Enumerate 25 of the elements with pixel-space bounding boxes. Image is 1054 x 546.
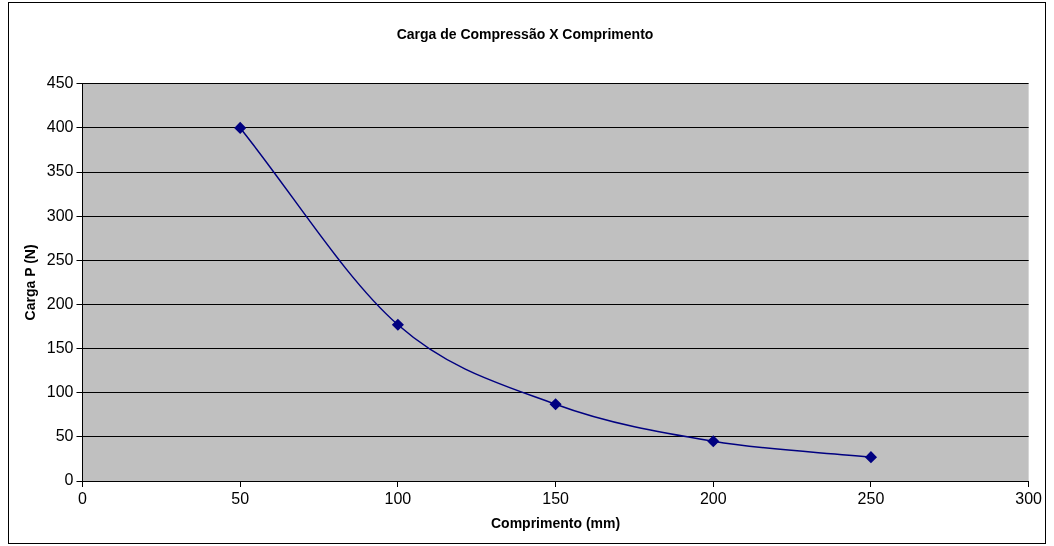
x-tick-label: 100 xyxy=(384,490,412,508)
y-axis-title: Carga P (N) xyxy=(22,244,39,321)
x-tick-label: 50 xyxy=(231,490,250,508)
x-tick-label: 200 xyxy=(699,490,727,508)
y-tick-label: 100 xyxy=(46,383,74,401)
y-tick-label: 150 xyxy=(46,339,74,357)
x-tick-label: 0 xyxy=(78,490,88,508)
x-tick-label: 250 xyxy=(857,490,885,508)
y-tick-label: 450 xyxy=(46,74,74,92)
chart-title: Carga de Compressão X Comprimento xyxy=(396,26,654,43)
y-tick-label: 0 xyxy=(64,471,74,489)
x-tick-label: 300 xyxy=(1015,490,1043,508)
x-axis-title: Comprimento (mm) xyxy=(491,515,621,532)
point xyxy=(707,435,720,448)
point xyxy=(865,451,877,463)
y-tick-label: 300 xyxy=(46,206,74,224)
point xyxy=(392,319,404,331)
y-tick-label: 250 xyxy=(46,250,74,268)
y-tick-label: 50 xyxy=(55,427,74,445)
point xyxy=(549,398,562,410)
y-tick-label: 350 xyxy=(46,162,74,180)
y-tick-label: 400 xyxy=(46,118,74,136)
y-tick-label: 200 xyxy=(46,294,74,312)
x-tick-label: 150 xyxy=(542,490,570,508)
point xyxy=(234,122,246,134)
